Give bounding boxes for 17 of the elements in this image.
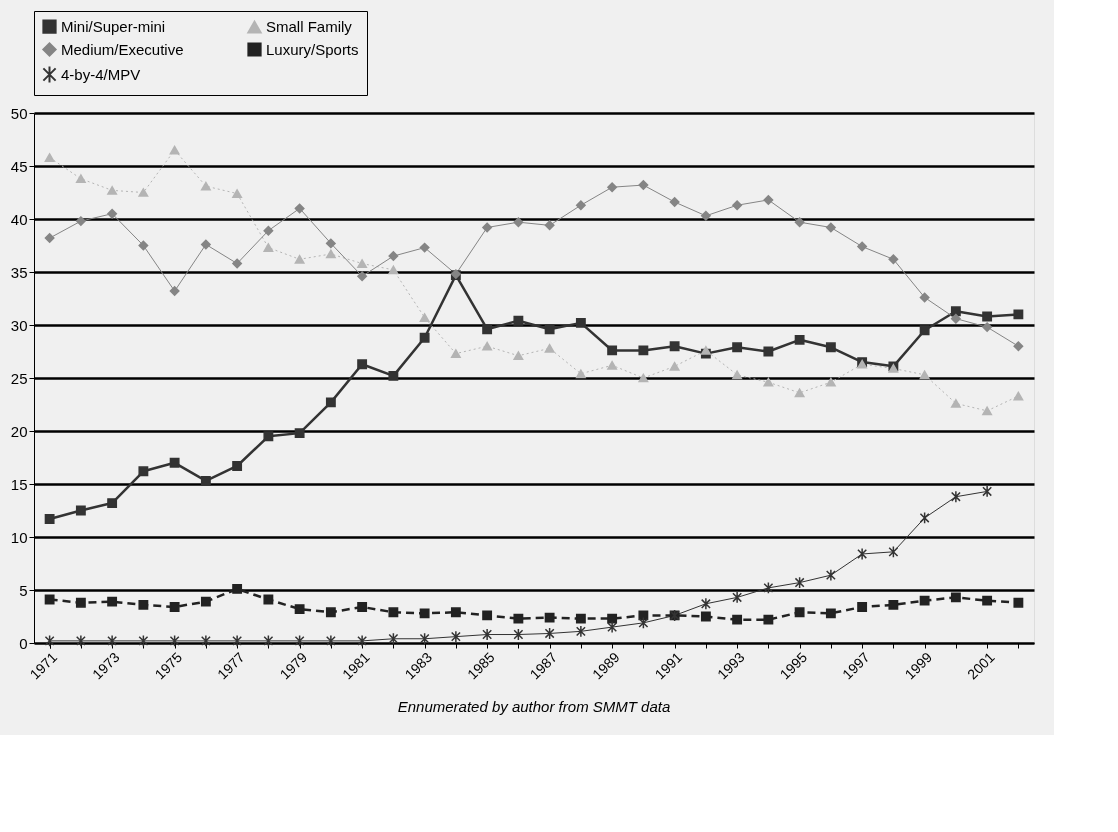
legend-label: Medium/Executive [61,40,184,58]
y-tick-label: 5 [19,581,28,599]
y-tick-label: 0 [19,634,28,652]
y-tick-label: 30 [10,316,28,334]
y-tick-label: 40 [10,210,28,228]
y-tick-label: 25 [10,369,28,387]
y-tick-label: 20 [10,422,28,440]
text: Ennumerated by author from SMMT data [397,697,671,715]
y-tick-label: 35 [10,263,28,281]
legend-label: 4-by-4/MPV [61,65,141,83]
legend-label: Luxury/Sports [266,40,359,58]
y-tick-label: 50 [10,104,28,122]
y-tick-label: 45 [10,157,28,175]
y-tick-label: 15 [10,475,28,493]
y-tick-label: 10 [10,528,28,546]
legend-label: Small Family [266,18,353,36]
legend-label: Mini/Super-mini [61,17,166,35]
